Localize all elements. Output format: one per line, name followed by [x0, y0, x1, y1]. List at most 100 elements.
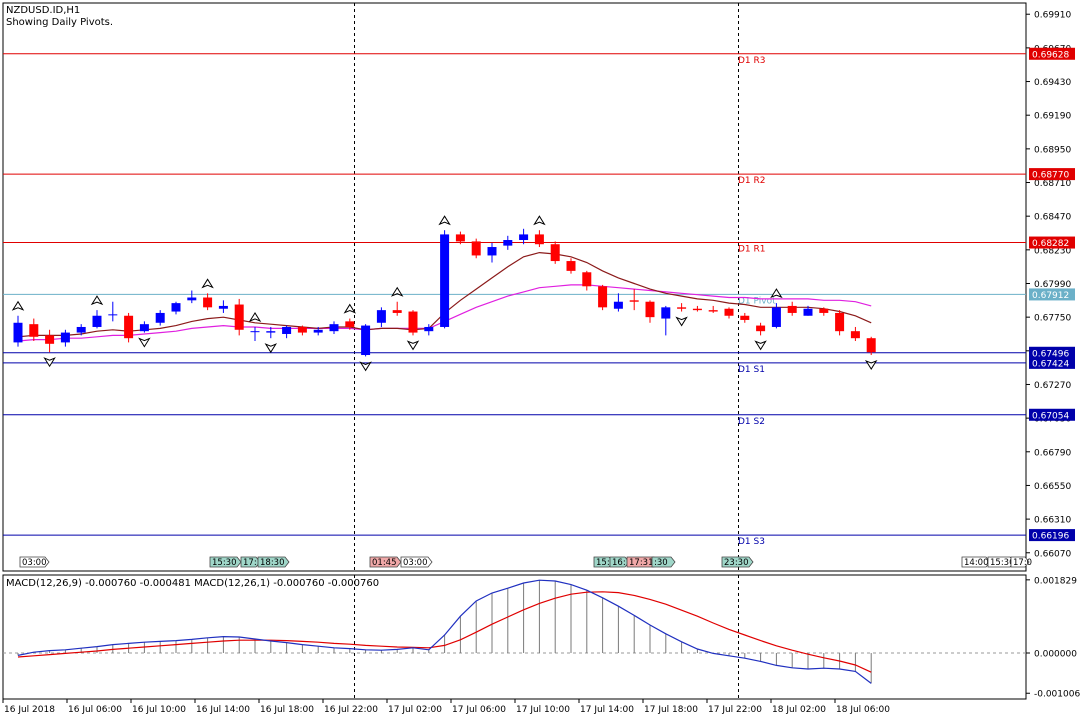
candle[interactable] — [60, 329, 70, 347]
candle[interactable] — [13, 315, 23, 347]
session-label-text: 03:00 — [22, 558, 47, 568]
candle[interactable] — [345, 318, 355, 330]
candle[interactable] — [771, 303, 781, 329]
macd-signal-line — [17, 591, 872, 673]
candle[interactable] — [835, 310, 845, 336]
candle[interactable] — [661, 305, 671, 336]
candle-body — [203, 297, 213, 308]
candle[interactable] — [329, 321, 339, 334]
candle[interactable] — [266, 326, 276, 339]
candle[interactable] — [76, 324, 86, 336]
session-label: 14:00 — [961, 556, 991, 568]
price-pane[interactable]: 0.699100.696700.694300.691900.689500.687… — [2, 2, 1075, 572]
candle[interactable] — [376, 307, 386, 327]
price-pane-frame — [2, 2, 1027, 572]
candle[interactable] — [629, 289, 639, 311]
session-label: 17: — [240, 556, 261, 568]
candle[interactable] — [740, 312, 750, 323]
session-label-text: 15:30 — [990, 558, 1015, 568]
candle[interactable] — [582, 270, 592, 291]
candle[interactable] — [45, 329, 55, 353]
candle[interactable] — [692, 305, 702, 312]
candle[interactable] — [724, 307, 734, 319]
time-tick-label: 18 Jul 06:00 — [836, 705, 890, 715]
macd-tick-label: 0.001829 — [1034, 576, 1077, 586]
candle[interactable] — [361, 324, 371, 357]
candle[interactable] — [503, 235, 513, 250]
candle[interactable] — [218, 300, 228, 313]
candle[interactable] — [203, 293, 213, 311]
candle[interactable] — [850, 326, 860, 341]
price-tick-label: 0.68230 — [1034, 246, 1071, 256]
candle-body — [645, 301, 655, 318]
time-tick-label: 17 Jul 06:00 — [452, 705, 506, 715]
candle[interactable] — [139, 321, 149, 333]
candle[interactable] — [550, 241, 560, 264]
candle-body — [376, 310, 386, 323]
candle-body — [60, 332, 70, 343]
candle[interactable] — [187, 290, 197, 304]
session-label-box — [651, 556, 676, 568]
session-label-text: 16: — [612, 558, 626, 568]
candle[interactable] — [408, 310, 418, 336]
candle[interactable] — [440, 230, 450, 329]
candle-body — [171, 303, 181, 312]
session-label-box — [1010, 556, 1030, 568]
candle-body — [582, 272, 592, 287]
candle[interactable] — [645, 300, 655, 323]
session-label-text: 17:31 — [629, 558, 654, 568]
candle[interactable] — [598, 284, 608, 311]
candle[interactable] — [787, 301, 797, 316]
candle[interactable] — [297, 325, 307, 336]
candle-body — [598, 286, 608, 308]
candle-body — [534, 234, 544, 245]
candle-body — [803, 308, 813, 316]
candle[interactable] — [803, 305, 813, 316]
candle[interactable] — [424, 324, 434, 336]
candle[interactable] — [155, 310, 165, 326]
candle[interactable] — [234, 298, 244, 336]
session-label: 15:30 — [209, 556, 242, 568]
fractal-up-arrow — [770, 288, 783, 299]
candle[interactable] — [708, 305, 718, 313]
candle[interactable] — [313, 326, 323, 336]
candle[interactable] — [108, 301, 118, 322]
macd-pane[interactable]: 0.001829 0.000000 -0.001006 — [2, 574, 1080, 700]
candle-body — [313, 329, 323, 333]
candle[interactable] — [392, 301, 402, 316]
candle[interactable] — [677, 303, 687, 312]
candle[interactable] — [29, 318, 39, 341]
session-label-text: 01:45 — [372, 558, 397, 568]
time-tick-label: 17 Jul 10:00 — [516, 705, 570, 715]
session-label-text: 15:30 — [212, 558, 237, 568]
candle[interactable] — [471, 238, 481, 259]
candle[interactable] — [282, 325, 292, 339]
candle[interactable] — [487, 242, 497, 263]
candle[interactable] — [171, 301, 181, 315]
pivot-price-label: 0.67424 — [1032, 359, 1069, 369]
candle[interactable] — [566, 258, 576, 274]
candle[interactable] — [534, 230, 544, 248]
candle-body — [819, 308, 829, 313]
candle-body — [566, 261, 576, 271]
candle-body — [440, 234, 450, 327]
candle[interactable] — [92, 310, 102, 329]
session-label-text: 17:0 — [1013, 558, 1032, 568]
price-tick-label: 0.69910 — [1034, 11, 1071, 21]
candle[interactable] — [819, 307, 829, 316]
candle[interactable] — [250, 326, 260, 341]
candle[interactable] — [455, 231, 465, 245]
pivot-price-tag — [1029, 529, 1075, 542]
candle[interactable] — [124, 312, 134, 343]
candle[interactable] — [866, 336, 876, 356]
time-tick-label: 16 Jul 06:00 — [68, 705, 122, 715]
candle[interactable] — [756, 322, 766, 336]
time-tick-label: 17 Jul 02:00 — [388, 705, 442, 715]
candle[interactable] — [519, 228, 529, 245]
session-label: 17:0 — [1010, 556, 1032, 568]
time-axis: 16 Jul 2018 16 Jul 06:00 16 Jul 10:00 16 Ju… — [2, 699, 890, 715]
pivot-price-tag — [1029, 168, 1075, 181]
session-label-box — [400, 556, 433, 568]
candle[interactable] — [613, 293, 623, 312]
